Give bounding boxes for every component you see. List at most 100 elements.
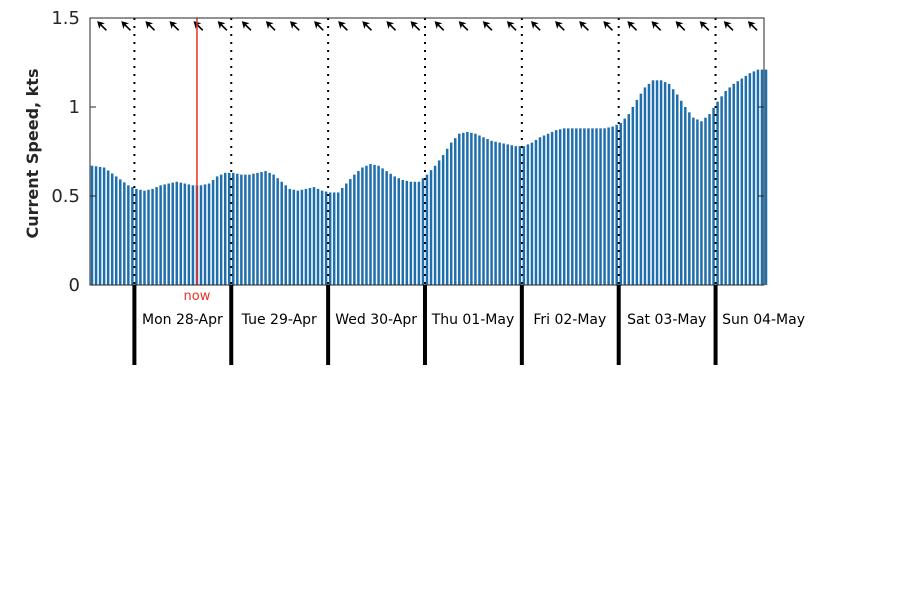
day-label: Sun 04-May (722, 312, 805, 328)
speed-bar (336, 192, 340, 285)
arrow-head (579, 21, 587, 29)
direction-arrow-icon (506, 21, 517, 31)
speed-bar (135, 188, 138, 285)
speed-bar (688, 112, 691, 285)
arrow-head (482, 21, 491, 29)
speed-bar (332, 192, 336, 285)
speed-bar (615, 124, 618, 285)
arrow-head (627, 21, 636, 29)
y-axis-label: Current Speed, kts (23, 69, 42, 239)
speed-bar (595, 128, 598, 285)
arrow-shaft (557, 23, 565, 31)
now-label: now (184, 289, 211, 304)
speed-bar (619, 123, 622, 286)
speed-bar (667, 83, 671, 285)
speed-bar (94, 166, 98, 285)
arrow-head (434, 21, 443, 29)
direction-arrow-icon (145, 21, 156, 31)
direction-arrow-icon (289, 21, 300, 31)
speed-bar (252, 173, 255, 285)
speed-bar (227, 172, 231, 285)
direction-arrow-icon (723, 21, 734, 31)
speed-bar (119, 179, 122, 285)
arrow-shaft (147, 23, 156, 31)
speed-bar (155, 187, 158, 285)
direction-arrow-icon (265, 21, 276, 31)
speed-bar (244, 174, 247, 285)
speed-bar (740, 78, 744, 286)
speed-bar (365, 165, 368, 285)
speed-bar (373, 164, 376, 285)
speed-bar (538, 137, 542, 285)
arrow-shaft (677, 23, 686, 31)
speed-bar (102, 167, 106, 285)
arrow-head (723, 21, 732, 29)
speed-bar (151, 188, 154, 285)
speed-bar (647, 83, 651, 285)
arrow-shaft (726, 23, 734, 31)
speed-bar (268, 172, 271, 285)
arrow-head (675, 21, 684, 29)
speed-bar (454, 138, 457, 285)
speed-bar (248, 174, 251, 285)
speed-bar (522, 146, 526, 285)
direction-arrow-icon (458, 21, 469, 31)
speed-bar (167, 183, 170, 285)
speed-bar (308, 187, 312, 285)
speed-bar (361, 167, 364, 285)
speed-bar (377, 165, 380, 285)
speed-bar (304, 188, 308, 285)
speed-bar (300, 189, 304, 285)
speed-bar (236, 173, 239, 285)
speed-bar (760, 69, 764, 286)
arrow-shaft (460, 23, 469, 31)
speed-bar (324, 191, 328, 285)
speed-bar (675, 94, 679, 285)
direction-arrow-icon (410, 21, 421, 31)
speed-bar (752, 71, 756, 286)
speed-bar (506, 144, 509, 285)
arrow-head (289, 21, 298, 29)
direction-arrow-icon (386, 21, 397, 31)
y-tick-label: 1 (69, 97, 80, 118)
speed-bar (587, 128, 590, 285)
direction-arrow-icon (651, 21, 662, 31)
speed-bars (90, 69, 768, 286)
arrow-head (193, 21, 202, 29)
arrow-head (121, 21, 130, 29)
arrow-shaft (436, 23, 445, 31)
speed-bar (478, 135, 481, 285)
speed-bar (260, 171, 263, 285)
speed-bar (264, 171, 267, 285)
arrow-shaft (605, 23, 614, 31)
arrow-shaft (509, 23, 517, 31)
speed-bar (393, 176, 396, 285)
speed-bar (700, 121, 703, 286)
speed-bar (256, 172, 259, 285)
speed-bar (223, 172, 227, 285)
speed-bar (240, 174, 243, 285)
speed-bar (571, 128, 574, 285)
arrow-head (217, 21, 226, 29)
speed-bar (490, 140, 493, 285)
arrow-shaft (388, 23, 397, 31)
arrow-head (603, 21, 612, 29)
direction-arrow-icon (603, 21, 614, 31)
speed-bar (724, 90, 727, 285)
direction-arrow-icon (121, 21, 132, 31)
arrow-shaft (750, 23, 758, 31)
day-label: Thu 01-May (431, 312, 515, 328)
direction-arrow-icon (530, 21, 541, 31)
y-tick-label: 0 (69, 275, 80, 296)
arrow-shaft (364, 23, 373, 31)
speed-bar (651, 80, 655, 285)
speed-bar (474, 133, 477, 285)
speed-bar (397, 178, 400, 285)
speed-bar (736, 81, 740, 285)
speed-bar (433, 165, 437, 285)
speed-bar (680, 100, 683, 286)
speed-bar (550, 131, 554, 285)
direction-arrow-icon (627, 21, 638, 31)
speed-bar (562, 128, 566, 285)
